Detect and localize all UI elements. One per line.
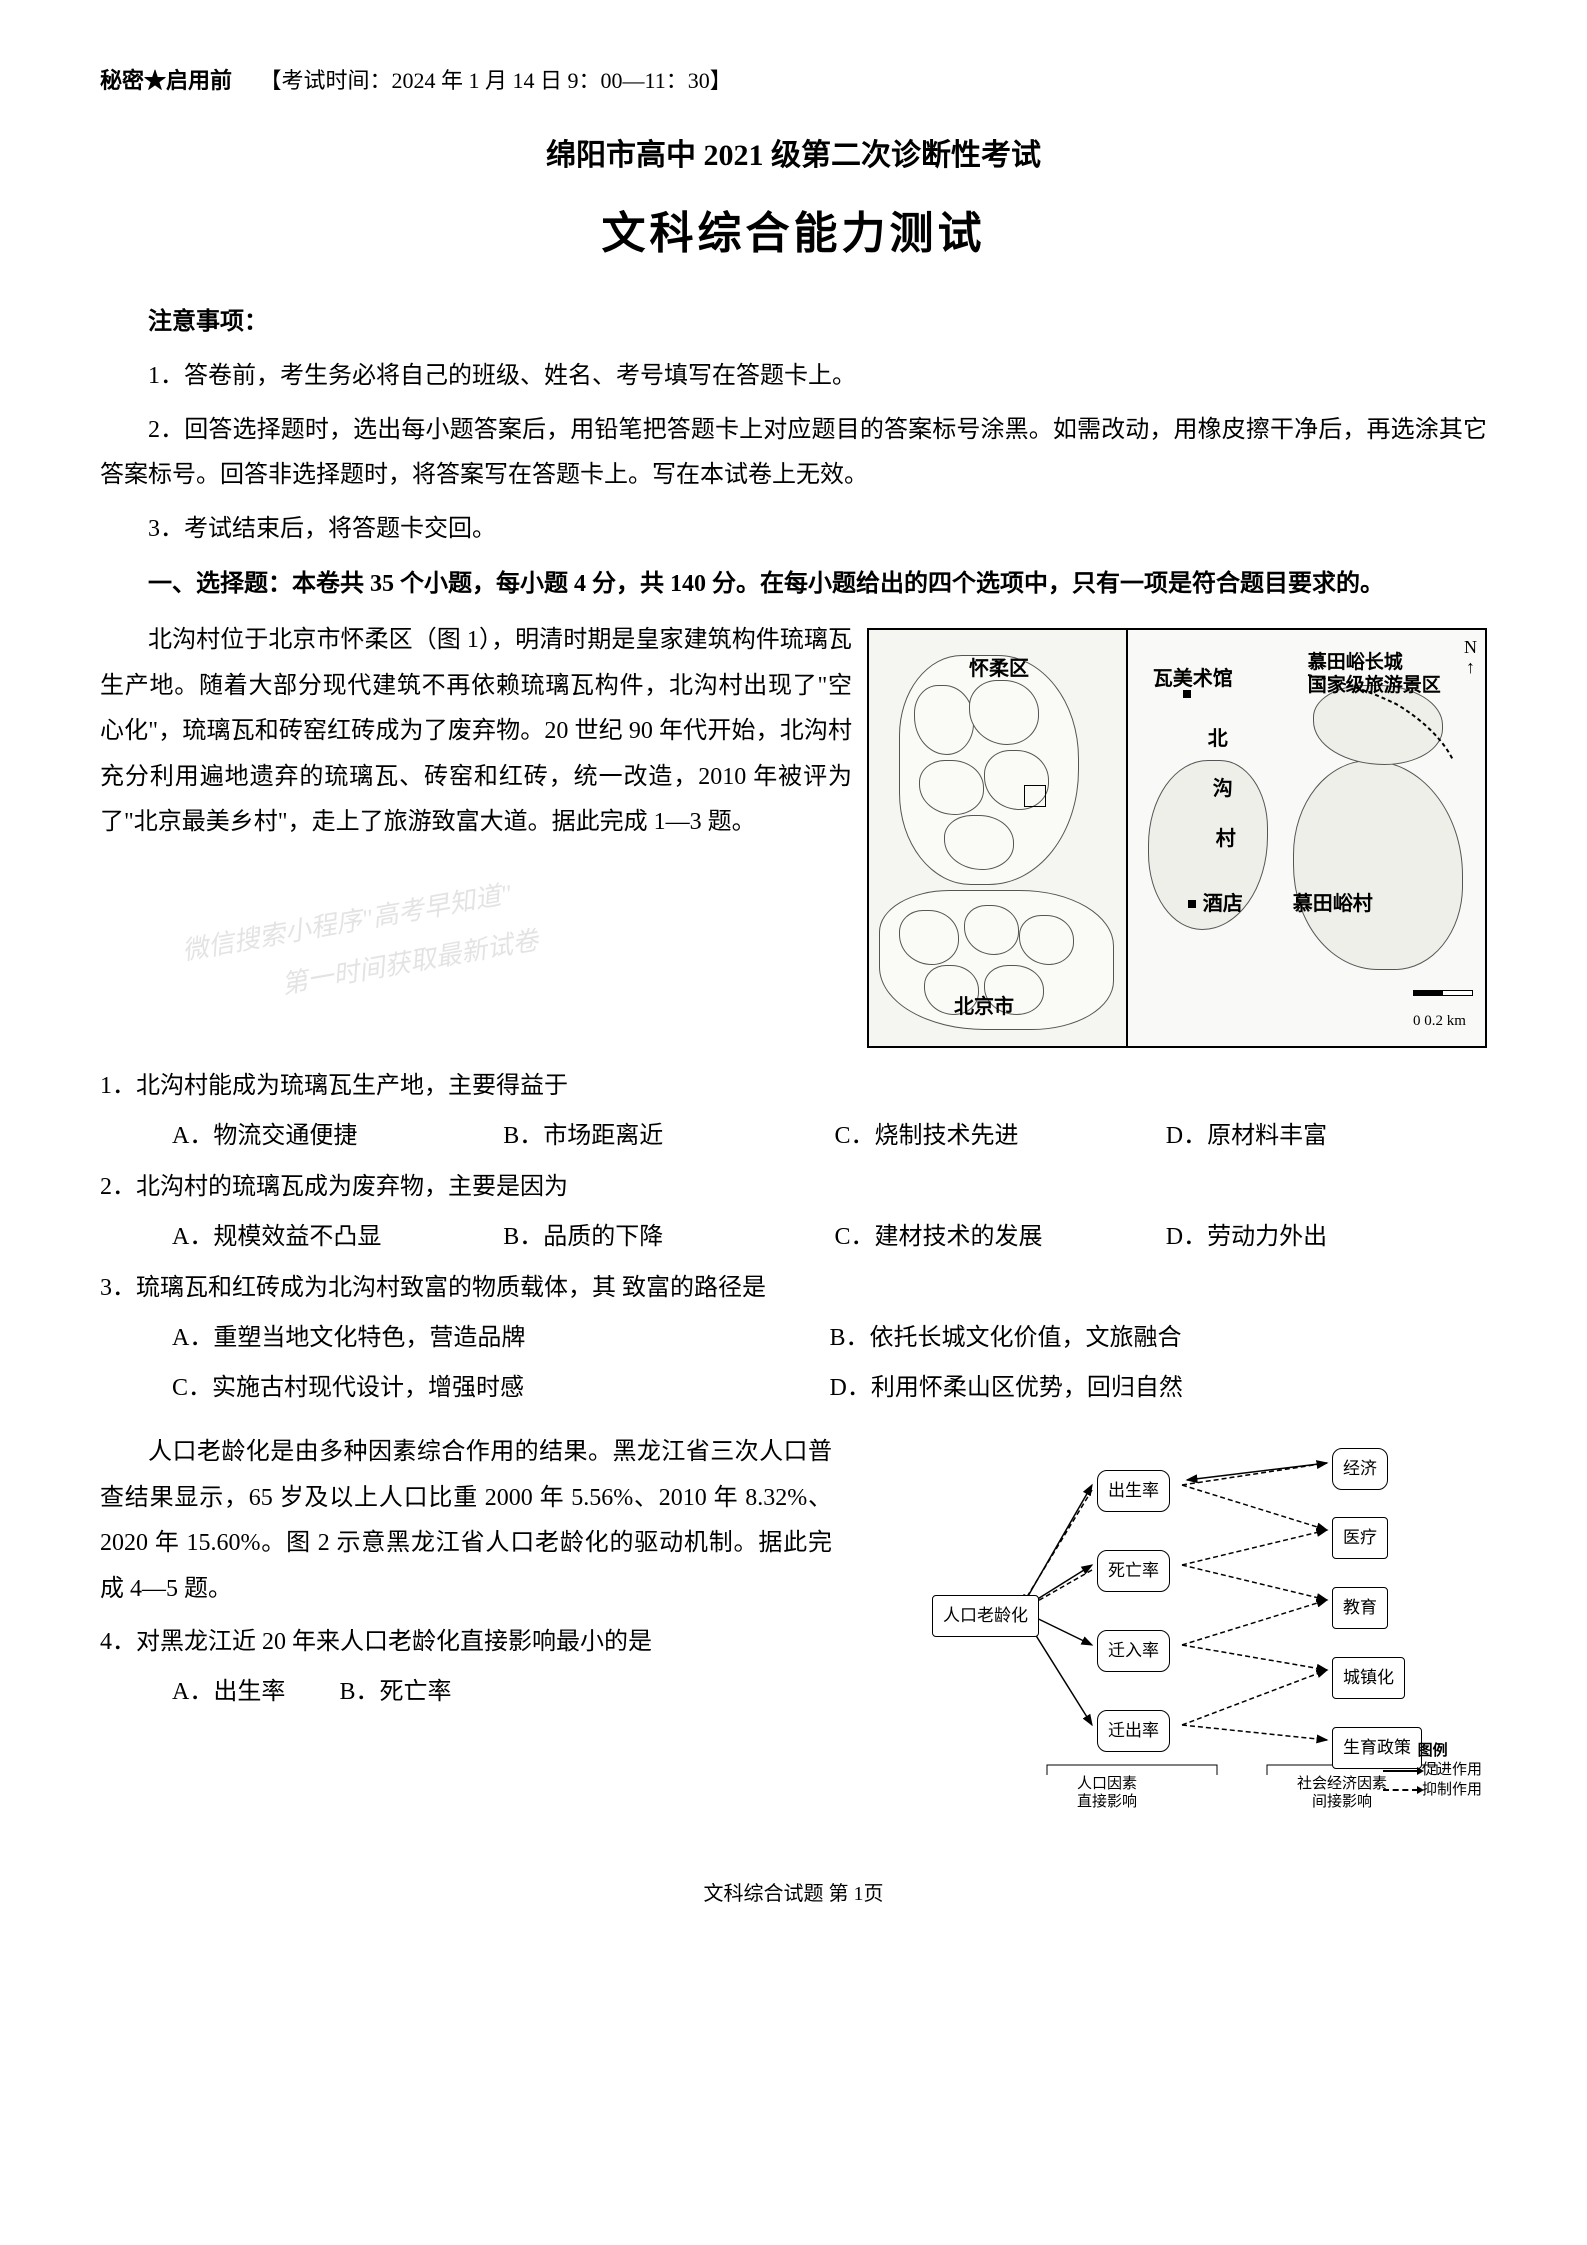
page-footer: 文科综合试题 第 1页	[100, 1875, 1487, 1913]
scale-bar: 0 0.2 km	[1413, 977, 1473, 1036]
q3-options: A．重塑当地文化特色，营造品牌 B．依托长城文化价值，文旅融合 C．实施古村现代…	[100, 1316, 1487, 1415]
legend-social-factor: 社会经济因素 间接影响	[1297, 1775, 1387, 1811]
beigou-label-2: 沟	[1213, 770, 1233, 808]
notice-item-3: 3．考试结束后，将答题卡交回。	[100, 507, 1487, 553]
subtitle: 绵阳市高中 2021 级第二次诊断性考试	[100, 127, 1487, 184]
hotel-label: 酒店	[1203, 885, 1243, 923]
section-1-heading: 一、选择题：本卷共 35 个小题，每小题 4 分，共 140 分。在每小题给出的…	[100, 562, 1487, 608]
hotel-marker	[1188, 900, 1196, 908]
museum-marker	[1183, 690, 1191, 698]
museum-label: 瓦美术馆	[1153, 660, 1233, 698]
node-aging: 人口老龄化	[932, 1595, 1039, 1637]
huairou-label: 怀柔区	[969, 650, 1029, 688]
passage-1-wrap: 微信搜索小程序"高考早知道" 第一时间获取最新试卷 怀柔区 北京市 N	[100, 618, 1487, 1058]
beijing-label: 北京市	[954, 988, 1014, 1026]
node-emigrate: 迁出率	[1097, 1710, 1170, 1752]
inset-indicator	[1024, 785, 1046, 807]
node-immigrate: 迁入率	[1097, 1630, 1170, 1672]
q3-opt-d[interactable]: D．利用怀柔山区优势，回归自然	[830, 1366, 1488, 1412]
q1-stem: 1．北沟村能成为琉璃瓦生产地，主要得益于	[100, 1064, 1487, 1110]
watermark-1: 微信搜索小程序"高考早知道"	[178, 869, 515, 976]
header-line: 秘密★启用前 【考试时间：2024 年 1 月 14 日 9：00—11：30】	[100, 60, 1487, 102]
q4-opt-a[interactable]: A．出生率	[172, 1670, 330, 1716]
map-figure-1: 怀柔区 北京市 N ↑ 瓦美术馆 慕田峪长城 国家级旅游景区 北 沟 村	[867, 628, 1487, 1048]
watermark-2: 第一时间获取最新试卷	[278, 916, 543, 1010]
flow-diagram: 人口老龄化 出生率 死亡率 迁入率 迁出率 经济 医疗 教育 城镇化 生育政策 …	[847, 1435, 1487, 1835]
node-death: 死亡率	[1097, 1550, 1170, 1592]
q1-opt-a[interactable]: A．物流交通便捷	[172, 1114, 493, 1160]
node-education: 教育	[1332, 1587, 1388, 1629]
node-economy: 经济	[1332, 1448, 1388, 1490]
q1-options: A．物流交通便捷 B．市场距离近 C．烧制技术先进 D．原材料丰富	[100, 1114, 1487, 1160]
q2-opt-a[interactable]: A．规模效益不凸显	[172, 1215, 493, 1261]
q4-options: A．出生率 B．死亡率 _ _	[100, 1670, 832, 1716]
q1-opt-c[interactable]: C．烧制技术先进	[835, 1114, 1156, 1160]
national-park-label: 国家级旅游景区	[1308, 668, 1441, 704]
exam-time-label: 【考试时间：2024 年 1 月 14 日 9：00—11：30】	[260, 68, 732, 93]
q3-stem: 3．琉璃瓦和红砖成为北沟村致富的物质载体，其 致富的路径是	[100, 1266, 1487, 1312]
q3-opt-c[interactable]: C．实施古村现代设计，增强时感	[172, 1366, 830, 1412]
q2-opt-d[interactable]: D．劳动力外出	[1166, 1215, 1487, 1261]
q2-opt-c[interactable]: C．建材技术的发展	[835, 1215, 1156, 1261]
q1-opt-d[interactable]: D．原材料丰富	[1166, 1114, 1487, 1160]
beigou-label-1: 北	[1208, 720, 1228, 758]
passage-2-wrap: 人口老龄化 出生率 死亡率 迁入率 迁出率 经济 医疗 教育 城镇化 生育政策 …	[100, 1430, 1487, 1845]
notice-heading: 注意事项：	[100, 300, 1487, 346]
map-right-panel: N ↑ 瓦美术馆 慕田峪长城 国家级旅游景区 北 沟 村 酒店 慕田峪村	[1128, 630, 1485, 1046]
node-urbanization: 城镇化	[1332, 1657, 1405, 1699]
map-left-panel: 怀柔区 北京市	[869, 630, 1128, 1046]
q3-opt-a[interactable]: A．重塑当地文化特色，营造品牌	[172, 1316, 830, 1362]
secret-label: 秘密★启用前	[100, 68, 232, 93]
legend-box: 图例 促进作用 抑制作用	[1383, 1742, 1482, 1801]
mutianyu-village-label: 慕田峪村	[1293, 885, 1373, 923]
beigou-label-3: 村	[1216, 820, 1236, 858]
q2-stem: 2．北沟村的琉璃瓦成为废弃物，主要是因为	[100, 1165, 1487, 1211]
notice-item-1: 1．答卷前，考生务必将自己的班级、姓名、考号填写在答题卡上。	[100, 354, 1487, 400]
q2-opt-b[interactable]: B．品质的下降	[503, 1215, 824, 1261]
notice-item-2: 2．回答选择题时，选出每小题答案后，用铅笔把答题卡上对应题目的答案标号涂黑。如需…	[100, 408, 1487, 499]
node-medical: 医疗	[1332, 1517, 1388, 1559]
main-title: 文科综合能力测试	[100, 192, 1487, 276]
legend-pop-factor: 人口因素 直接影响	[1077, 1775, 1137, 1811]
q1-opt-b[interactable]: B．市场距离近	[503, 1114, 824, 1160]
q2-options: A．规模效益不凸显 B．品质的下降 C．建材技术的发展 D．劳动力外出	[100, 1215, 1487, 1261]
q4-opt-b[interactable]: B．死亡率	[340, 1670, 498, 1716]
q3-opt-b[interactable]: B．依托长城文化价值，文旅融合	[830, 1316, 1488, 1362]
node-birth: 出生率	[1097, 1470, 1170, 1512]
